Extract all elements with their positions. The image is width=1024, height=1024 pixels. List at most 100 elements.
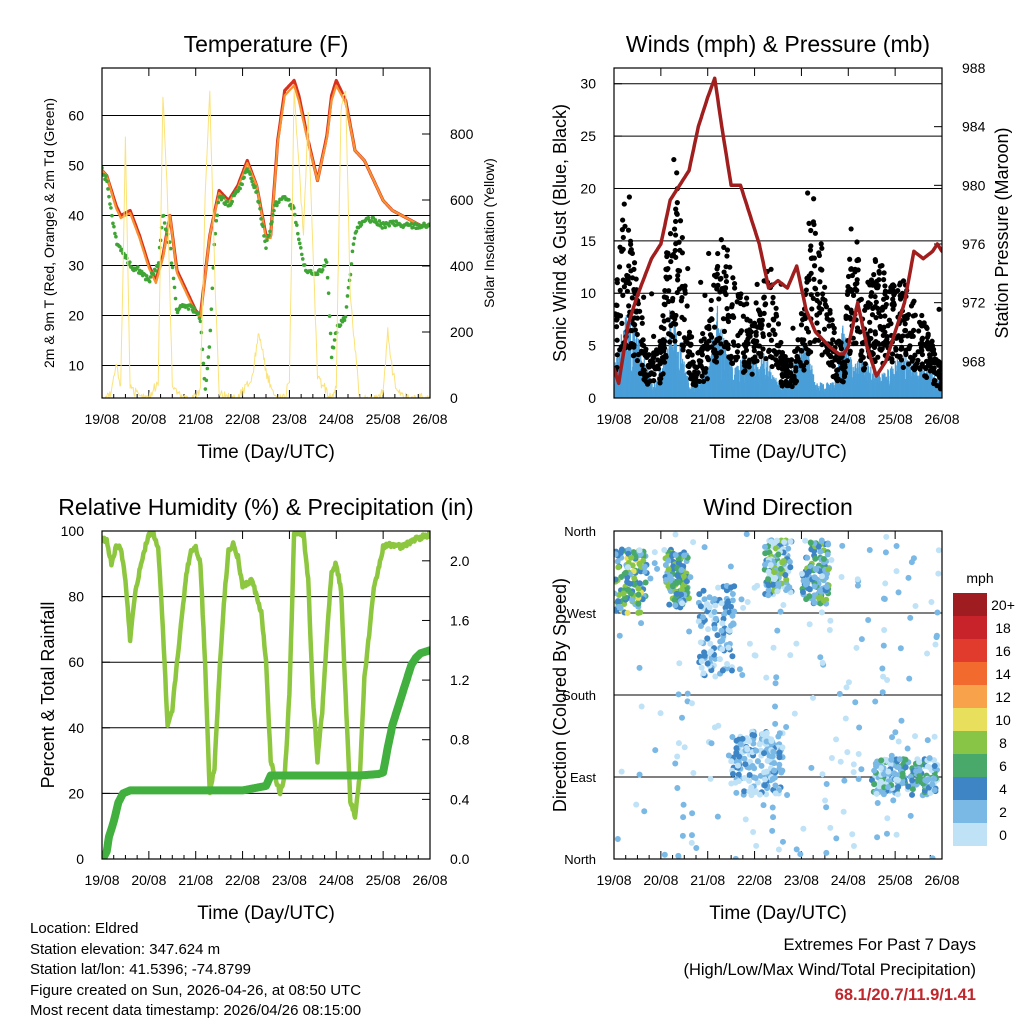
direction-point xyxy=(800,577,807,584)
direction-point xyxy=(929,781,936,788)
gust-point xyxy=(912,352,918,358)
direction-point xyxy=(753,842,760,849)
direction-point xyxy=(641,563,648,570)
gust-point xyxy=(725,318,732,325)
y-tick-label: 100 xyxy=(61,523,85,539)
gust-point xyxy=(747,333,753,339)
y-tick-label: North xyxy=(564,524,596,539)
direction-point xyxy=(807,539,814,546)
gust-point xyxy=(795,337,801,343)
gust-point xyxy=(617,347,623,353)
direction-point xyxy=(719,667,726,674)
direction-point xyxy=(712,673,719,680)
gust-point xyxy=(711,324,718,330)
direction-point xyxy=(728,758,735,765)
dewpoint-point xyxy=(296,231,300,236)
direction-point xyxy=(701,544,708,551)
dewpoint-point xyxy=(173,296,178,301)
direction-point xyxy=(781,539,788,546)
gust-point xyxy=(660,371,666,377)
direction-point xyxy=(880,673,887,680)
dewpoint-point xyxy=(216,200,221,205)
gust-point xyxy=(614,352,620,358)
gust-point xyxy=(725,345,731,352)
direction-point xyxy=(935,570,942,577)
chart-rh_precip: Relative Humidity (%) & Precipitation (i… xyxy=(38,494,474,924)
gust-point xyxy=(919,351,926,358)
direction-point xyxy=(711,595,718,602)
direction-point xyxy=(697,603,704,610)
direction-point xyxy=(746,738,753,745)
gust-point xyxy=(678,298,684,304)
x-tick-label: 21/08 xyxy=(690,411,725,427)
y-tick-label: South xyxy=(562,688,596,703)
x-axis-label: Time (Day/UTC) xyxy=(709,903,847,924)
direction-point xyxy=(629,596,636,603)
gust-point xyxy=(672,232,679,238)
direction-point xyxy=(688,832,695,839)
colorbar-label: 4 xyxy=(999,781,1007,797)
gust-point xyxy=(644,353,651,359)
direction-point xyxy=(793,640,800,647)
gust-point xyxy=(786,381,793,387)
direction-point xyxy=(711,608,718,615)
gust-point xyxy=(814,291,821,297)
gust-point xyxy=(804,275,810,281)
gust-point xyxy=(793,358,799,364)
gust-point xyxy=(910,333,916,339)
direction-point xyxy=(772,790,779,797)
direction-point xyxy=(711,724,718,731)
gust-point xyxy=(724,306,730,312)
direction-point xyxy=(823,804,830,811)
colorbar-label: 20+ xyxy=(991,597,1015,613)
dewpoint-point xyxy=(238,186,242,191)
dewpoint-point xyxy=(297,237,301,242)
gust-point xyxy=(753,332,759,338)
gust-point xyxy=(763,356,769,362)
direction-point xyxy=(783,576,790,583)
direction-point xyxy=(641,568,648,575)
gust-point xyxy=(818,241,824,247)
gust-point xyxy=(899,344,905,350)
gust-point xyxy=(805,347,812,354)
gust-point xyxy=(727,264,733,270)
gust-point xyxy=(651,333,657,339)
direction-point xyxy=(725,752,732,759)
gust-point xyxy=(708,306,714,313)
y-tick-label: 30 xyxy=(580,76,596,92)
gust-point xyxy=(676,268,683,274)
direction-point xyxy=(661,547,668,554)
direction-point xyxy=(754,582,761,589)
colorbar-swatch xyxy=(953,800,987,823)
gust-point xyxy=(804,325,810,332)
direction-point xyxy=(772,680,779,687)
direction-point xyxy=(681,744,688,751)
gust-point xyxy=(822,284,828,290)
direction-point xyxy=(763,674,770,681)
x-tick-label: 25/08 xyxy=(878,411,913,427)
gust-point xyxy=(621,201,627,207)
colorbar-label: 10 xyxy=(995,712,1011,728)
direction-point xyxy=(873,790,880,797)
direction-point xyxy=(754,758,761,765)
direction-point xyxy=(817,548,824,555)
direction-point xyxy=(765,592,772,599)
gust-point xyxy=(900,278,907,284)
dewpoint-point xyxy=(108,202,112,206)
gust-point xyxy=(663,352,669,358)
direction-point xyxy=(935,547,942,554)
direction-point xyxy=(880,642,887,649)
gust-point xyxy=(638,348,645,354)
gust-point xyxy=(821,326,828,332)
direction-point xyxy=(826,626,833,633)
direction-point xyxy=(776,761,783,768)
gust-point xyxy=(672,247,678,254)
gust-point xyxy=(926,352,933,358)
gust-point xyxy=(824,312,830,318)
gust-point xyxy=(620,234,626,241)
gust-point xyxy=(731,280,738,287)
direction-point xyxy=(637,609,644,616)
direction-point xyxy=(825,541,832,548)
direction-point xyxy=(824,551,831,558)
direction-point xyxy=(729,770,736,777)
